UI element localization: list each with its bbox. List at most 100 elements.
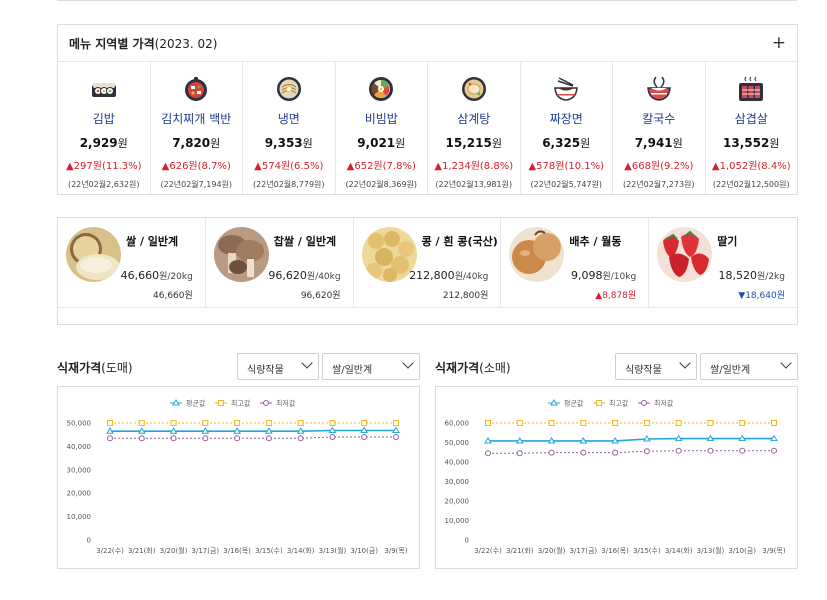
- wholesale-category-select[interactable]: 식량작물: [237, 353, 319, 380]
- data-point-min: [107, 435, 113, 442]
- expand-plus-icon[interactable]: +: [771, 33, 786, 53]
- data-point-avg: [137, 427, 146, 434]
- y-tick-label: 40,000: [445, 459, 470, 467]
- data-point-min: [516, 450, 523, 457]
- y-tick-label: 0: [87, 537, 91, 545]
- menu-price: 7,820원: [151, 135, 243, 151]
- menu-item-samgyeopsal[interactable]: 삼겹살 13,552원 ▲1,052원(8.4%) (22년02월12,500원…: [706, 62, 798, 194]
- ingredient-price-unit: 원/2kg: [757, 272, 785, 282]
- legend-label-max: 최고값: [231, 399, 251, 408]
- menu-item-cold-noodle[interactable]: 냉면 9,353원 ▲574원(6.5%) (22년02월8,779원): [243, 62, 336, 194]
- menu-name: 비빔밥: [364, 112, 398, 126]
- x-tick-label: 3/15(수): [633, 547, 661, 555]
- menu-price-unit: 원: [672, 137, 683, 150]
- data-point-max: [580, 420, 587, 426]
- menu-price: 2,929원: [58, 135, 150, 151]
- ingredient-price: 46,660원/20kg: [121, 269, 193, 282]
- menu-price-value: 6,325: [542, 136, 581, 150]
- ingredient-items: 쌀 / 일반계 46,660원/20kg 46,660원 찹쌀 / 일반계 96…: [58, 218, 797, 308]
- menu-prev-price: (22년02월12,500원): [712, 180, 790, 189]
- menu-change: ▲574원(6.5%): [254, 161, 324, 172]
- ingredient-prev-price: 212,800원: [442, 291, 489, 301]
- y-tick-label: 60,000: [445, 420, 470, 428]
- ingredient-item-rice[interactable]: 쌀 / 일반계 46,660원/20kg 46,660원: [58, 218, 206, 307]
- data-point-max: [107, 420, 113, 426]
- menu-price-panel: 메뉴 지역별 가격(2023. 02) + 김밥 2,929원 ▲297원(11…: [57, 24, 798, 195]
- select-value: 쌀/일반계: [332, 365, 373, 376]
- menu-change: ▲1,052원(8.4%): [711, 161, 791, 172]
- menu-name: 삼계탕: [457, 112, 491, 126]
- ingredient-price-unit: 원/40kg: [454, 272, 489, 282]
- chevron-down-icon: [301, 357, 313, 369]
- data-point-max: [265, 420, 272, 426]
- menu-item-bibimbap[interactable]: 비빔밥 9,021원 ▲652원(7.8%) (22년02월8,369원): [336, 62, 428, 194]
- ingredient-item-strawberry[interactable]: 딸기 18,520원/2kg ▼18,640원: [649, 218, 797, 307]
- data-point-min: [580, 449, 587, 456]
- wholesale-title-text: 식재가격: [57, 361, 102, 375]
- retail-title-sub: (소매): [479, 361, 511, 375]
- x-tick-label: 3/14(화): [287, 547, 315, 555]
- legend-label-min: 최저값: [276, 399, 296, 408]
- legend-marker-avg: [550, 399, 558, 406]
- x-tick-label: 3/15(수): [255, 547, 283, 555]
- data-point-min: [138, 435, 145, 442]
- data-point-avg: [392, 426, 400, 433]
- menu-price-value: 7,941: [634, 136, 673, 150]
- cold-noodle-icon: [276, 77, 301, 101]
- data-point-min: [675, 447, 682, 454]
- menu-item-samgyetang[interactable]: 삼계탕 15,215원 ▲1,234원(8.8%) (22년02월13,981원…: [428, 62, 521, 194]
- data-point-min: [707, 447, 714, 454]
- ingredient-item-soybean[interactable]: 콩 / 흰 콩(국산) 212,800원/40kg 212,800원: [354, 218, 502, 307]
- ingredient-name: 콩 / 흰 콩(국산): [421, 235, 498, 248]
- ingredient-item-glutinous-rice[interactable]: 찹쌀 / 일반계 96,620원/40kg 96,620원: [206, 218, 354, 307]
- y-tick-label: 10,000: [67, 513, 92, 521]
- data-point-max: [485, 420, 491, 426]
- chevron-down-icon: [679, 357, 691, 369]
- y-tick-label: 50,000: [67, 420, 92, 428]
- soybean-photo: [361, 227, 417, 282]
- ingredient-change-down: ▼18,640원: [738, 291, 785, 301]
- menu-price-unit: 원: [395, 137, 406, 150]
- wholesale-item-select[interactable]: 쌀/일반계: [322, 353, 420, 380]
- ingredient-item-cabbage[interactable]: 배추 / 월동 9,098원/10kg ▲8,878원: [501, 218, 650, 307]
- menu-name: 삼겹살: [734, 112, 768, 126]
- legend-label-min: 최저값: [654, 399, 674, 408]
- data-point-min: [393, 434, 399, 441]
- data-point-avg: [360, 426, 369, 433]
- retail-category-select[interactable]: 식량작물: [615, 353, 697, 380]
- data-point-avg: [106, 427, 114, 434]
- menu-item-jajangmyeon[interactable]: 짜장면 6,325원 ▲578원(10.1%) (22년02월5,747원): [521, 62, 613, 194]
- menu-prev-price: (22년02월2,632원): [67, 180, 140, 189]
- ingredient-price-unit: 원/10kg: [602, 272, 637, 282]
- x-tick-label: 3/16(목): [601, 547, 629, 555]
- ingredient-price-value: 18,520: [718, 269, 758, 282]
- legend-label-avg: 평균값: [564, 399, 584, 408]
- menu-price: 9,353원: [243, 135, 335, 151]
- menu-price: 15,215원: [428, 135, 520, 151]
- menu-item-gimbap[interactable]: 김밥 2,929원 ▲297원(11.3%) (22년02월2,632원): [58, 62, 151, 194]
- y-tick-label: 30,000: [67, 466, 92, 474]
- x-tick-label: 3/17(금): [192, 547, 220, 555]
- rice-photo: [66, 227, 121, 282]
- menu-change: ▲1,234원(8.8%): [434, 161, 514, 172]
- data-point-min: [234, 435, 241, 442]
- ingredient-price: 212,800원/40kg: [409, 269, 488, 282]
- menu-price-unit: 원: [769, 137, 780, 150]
- menu-panel-title-text: 메뉴 지역별 가격: [69, 36, 155, 51]
- ingredient-name: 쌀 / 일반계: [126, 235, 179, 248]
- kalguksu-icon: [646, 76, 671, 101]
- ingredient-prev-price: 96,620원: [300, 291, 341, 301]
- cabbage-photo: [509, 227, 565, 282]
- retail-item-select[interactable]: 쌀/일반계: [700, 353, 798, 380]
- menu-item-kalguksu[interactable]: 칼국수 7,941원 ▲668원(9.2%) (22년02월7,273원): [613, 62, 706, 194]
- legend-marker-min: [641, 400, 647, 406]
- ingredient-price-unit: 원/20kg: [159, 272, 193, 282]
- data-point-min: [643, 448, 650, 455]
- data-point-avg: [265, 427, 273, 434]
- data-point-avg: [611, 436, 619, 444]
- legend-marker-max: [218, 400, 224, 406]
- y-tick-label: 30,000: [445, 478, 470, 486]
- menu-item-kimchi-stew[interactable]: 김치찌개 백반 7,820원 ▲626원(8.7%) (22년02월7,194원…: [151, 62, 243, 194]
- data-point-max: [361, 420, 368, 426]
- menu-price: 9,021원: [336, 135, 428, 151]
